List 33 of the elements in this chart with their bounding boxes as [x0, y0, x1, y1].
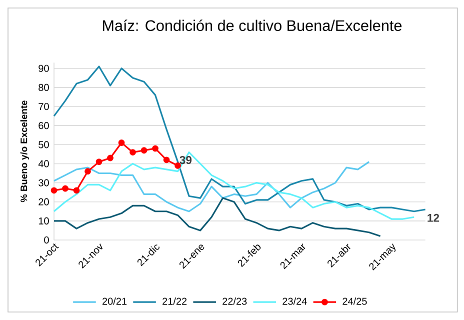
y-tick-label: 20 — [38, 198, 49, 206]
y-tick-label: 50 — [38, 141, 49, 148]
y-tick-label: 30 — [38, 179, 49, 186]
point — [163, 156, 170, 164]
legend-label: 23/24 — [282, 297, 307, 305]
y-tick-label: 90 — [38, 64, 49, 72]
point — [50, 187, 58, 194]
point — [62, 185, 68, 192]
text: 12 — [428, 214, 440, 222]
point — [130, 149, 136, 156]
line-series — [53, 197, 382, 237]
y-tick-label: 10 — [38, 217, 49, 224]
chart-title: Maíz: Condición de cultivo Buena/Excelente — [102, 20, 402, 32]
point — [73, 187, 80, 194]
point — [107, 154, 114, 162]
y-axis-title: % Bueno y/o Excelente — [20, 100, 30, 202]
line-series — [53, 66, 426, 212]
legend-label: 22/23 — [222, 297, 247, 305]
y-tick-label: 0 — [44, 236, 49, 244]
y-tick-label: 60 — [38, 122, 49, 130]
point — [84, 168, 91, 175]
y-tick-label: 70 — [38, 102, 49, 110]
line-series — [53, 151, 415, 220]
y-tick-label: 80 — [38, 84, 49, 91]
point — [152, 145, 158, 152]
y-tick-label: 40 — [38, 160, 49, 168]
point — [174, 162, 181, 169]
point — [140, 147, 148, 154]
legend-label: 24/25 — [342, 297, 367, 305]
point — [96, 158, 102, 166]
legend-label: 20/21 — [102, 297, 127, 305]
legend-label: 21/22 — [162, 297, 187, 305]
point — [118, 140, 125, 146]
